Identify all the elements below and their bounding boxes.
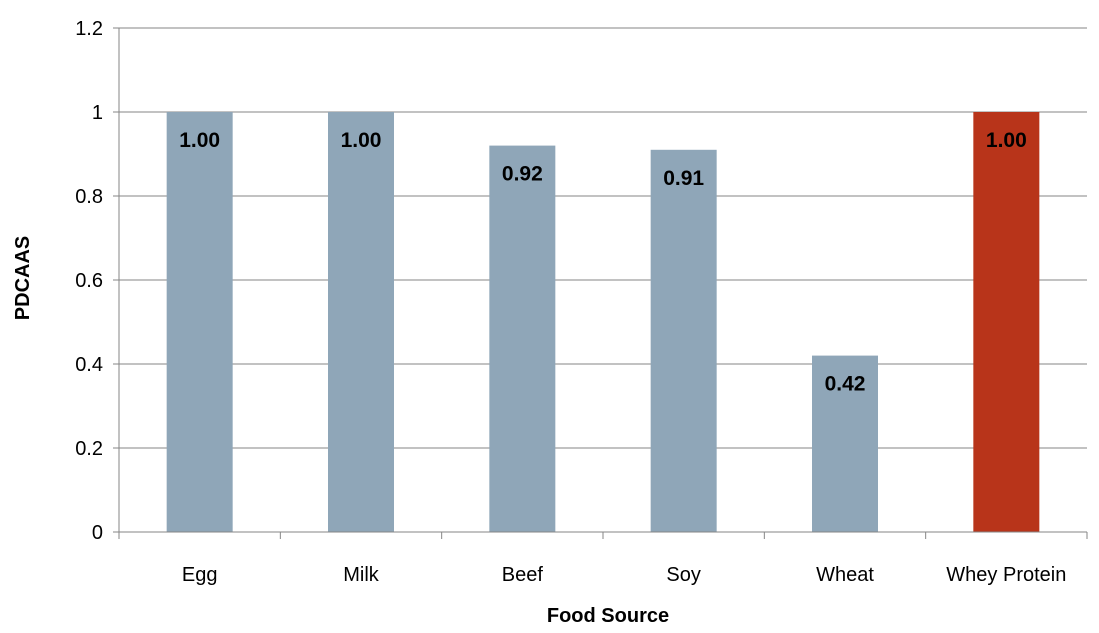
data-label: 1.00 xyxy=(341,129,382,152)
x-tick-label: Whey Protein xyxy=(946,564,1066,586)
y-tick-labels: 0 0.2 0.4 0.6 0.8 1 1.2 xyxy=(75,18,103,544)
y-tick-label: 1 xyxy=(92,102,103,124)
x-tick-label: Wheat xyxy=(816,564,874,586)
y-tick-label: 0 xyxy=(92,522,103,544)
data-label: 0.92 xyxy=(502,163,543,186)
data-label: 0.42 xyxy=(825,373,866,396)
x-tick-label: Egg xyxy=(182,564,218,586)
axes xyxy=(113,27,1088,539)
x-tick-label: Soy xyxy=(666,564,700,586)
gridlines xyxy=(119,27,1087,449)
x-axis-title: Food Source xyxy=(547,605,669,627)
y-tick-label: 0.6 xyxy=(75,270,103,292)
bar-wheat xyxy=(812,355,878,532)
y-tick-label: 0.4 xyxy=(75,354,103,376)
y-tick-label: 1.2 xyxy=(75,18,103,40)
data-label: 0.91 xyxy=(663,167,704,190)
x-tick-label: Beef xyxy=(502,564,544,586)
data-label: 1.00 xyxy=(179,129,220,152)
bar-egg xyxy=(166,112,233,532)
x-tick-label: Milk xyxy=(343,564,380,586)
bars xyxy=(166,112,1040,533)
y-tick-label: 0.8 xyxy=(75,186,103,208)
y-tick-label: 0.2 xyxy=(75,438,103,460)
bar-beef xyxy=(489,145,556,532)
data-label: 1.00 xyxy=(986,129,1027,152)
y-axis-title: PDCAAS xyxy=(12,236,34,320)
bar-whey-protein xyxy=(973,112,1040,532)
bar-soy xyxy=(650,149,717,533)
x-tick-labels: Egg Milk Beef Soy Wheat Whey Protein xyxy=(182,564,1066,586)
data-labels: 1.00 1.00 0.92 0.91 0.42 1.00 xyxy=(179,129,1027,396)
bar-milk xyxy=(328,112,394,532)
